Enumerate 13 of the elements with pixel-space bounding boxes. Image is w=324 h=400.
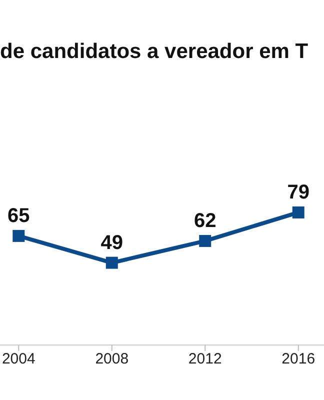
- x-tick-label: 2008: [95, 350, 129, 368]
- point: [12, 230, 25, 242]
- point: [106, 256, 118, 269]
- x-tick-label: 2016: [282, 350, 316, 368]
- chart-title: de candidatos a vereador em T: [0, 40, 308, 64]
- data-label: 79: [287, 181, 310, 204]
- point: [199, 234, 212, 247]
- x-tick-label: 2012: [188, 350, 222, 368]
- x-tick-label: 2004: [2, 350, 36, 368]
- data-label: 65: [8, 204, 30, 227]
- point: [292, 206, 304, 218]
- data-label: 49: [100, 232, 124, 254]
- data-label: 62: [194, 210, 216, 232]
